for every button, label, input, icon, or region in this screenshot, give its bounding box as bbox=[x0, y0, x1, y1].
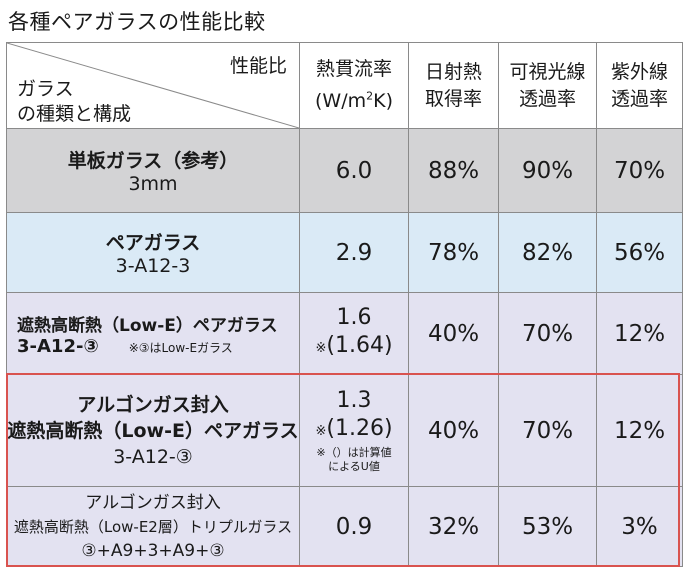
u-value-calc: (1.64) bbox=[326, 333, 393, 358]
solar-cell: 32% bbox=[408, 486, 499, 567]
glass-spec: 3-A12-③ bbox=[113, 445, 193, 468]
diagonal-line bbox=[7, 43, 299, 128]
u-value-note-line1: ※（）は計算値 bbox=[316, 446, 392, 459]
uv-cell: 12% bbox=[596, 292, 683, 375]
header-uv-line1: 紫外線 bbox=[610, 60, 668, 83]
header-solar: 日射熱 取得率 bbox=[408, 42, 499, 129]
glass-name: ペアガラス bbox=[105, 232, 201, 254]
corner-kind-label: ガラス の種類と構成 bbox=[17, 77, 131, 127]
glass-gas: アルゴンガス封入 bbox=[85, 492, 221, 513]
solar-cell: 40% bbox=[408, 374, 499, 487]
header-u-unit-sup: 2 bbox=[366, 89, 374, 103]
u-value-cell: 0.9 bbox=[299, 486, 409, 567]
table-row: 遮熱高断熱（Low-E）ペアガラス 3-A12-③ ※③はLow-Eガラス 1.6… bbox=[6, 292, 683, 375]
glass-spec: 3mm bbox=[128, 173, 178, 195]
visible-cell: 53% bbox=[498, 486, 597, 567]
glass-name: 遮熱高断熱（Low-E2層）トリプルガラス bbox=[13, 517, 293, 536]
header-solar-line2: 取得率 bbox=[424, 87, 482, 110]
u-value-cell: 2.9 bbox=[299, 212, 409, 293]
u-value-calc: (1.26) bbox=[326, 416, 393, 441]
glass-name: 遮熱高断熱（Low-E）ペアガラス bbox=[7, 419, 299, 442]
glass-name: 遮熱高断熱（Low-E）ペアガラス bbox=[17, 315, 278, 336]
header-u-unit-pre: (W/m bbox=[315, 90, 367, 113]
corner-header: 性能比 ガラス の種類と構成 bbox=[6, 42, 300, 129]
glass-note: ※③はLow-Eガラス bbox=[128, 340, 233, 355]
calc-mark: ※ bbox=[315, 424, 327, 439]
u-value: 1.3 bbox=[336, 388, 372, 413]
solar-cell: 40% bbox=[408, 292, 499, 375]
header-uv: 紫外線 透過率 bbox=[596, 42, 683, 129]
solar-cell: 88% bbox=[408, 128, 499, 213]
comparison-table: 性能比 ガラス の種類と構成 熱貫流率 (W/m2K) 日射熱 取得率 可視光線… bbox=[6, 42, 683, 567]
corner-kind-line1: ガラス bbox=[17, 78, 74, 100]
u-value-cell: 6.0 bbox=[299, 128, 409, 213]
header-row: 性能比 ガラス の種類と構成 熱貫流率 (W/m2K) 日射熱 取得率 可視光線… bbox=[6, 42, 683, 129]
corner-ratio-label: 性能比 bbox=[229, 55, 287, 77]
header-u-value: 熱貫流率 (W/m2K) bbox=[299, 42, 409, 129]
page-title: 各種ペアガラスの性能比較 bbox=[8, 10, 266, 34]
corner-kind-line2: の種類と構成 bbox=[17, 103, 132, 125]
header-visible-line1: 可視光線 bbox=[509, 60, 586, 83]
table-row: 単板ガラス（参考） 3mm 6.0 88% 90% 70% bbox=[6, 128, 683, 213]
header-u-line1: 熱貫流率 bbox=[315, 57, 392, 80]
calc-mark: ※ bbox=[315, 341, 327, 356]
uv-cell: 70% bbox=[596, 128, 683, 213]
u-value-note-line2: によるU値 bbox=[328, 460, 380, 473]
header-uv-line2: 透過率 bbox=[610, 87, 668, 110]
header-visible-line2: 透過率 bbox=[518, 87, 576, 110]
header-u-unit-post: K) bbox=[373, 90, 393, 113]
glass-name-cell: 単板ガラス（参考） 3mm bbox=[6, 128, 300, 213]
glass-gas: アルゴンガス封入 bbox=[77, 393, 229, 416]
visible-cell: 70% bbox=[498, 374, 597, 487]
header-visible: 可視光線 透過率 bbox=[498, 42, 597, 129]
visible-cell: 70% bbox=[498, 292, 597, 375]
glass-name-cell: アルゴンガス封入 遮熱高断熱（Low-E2層）トリプルガラス ③+A9+3+A9… bbox=[6, 486, 300, 567]
glass-spec-line: 3-A12-③ ※③はLow-Eガラス bbox=[17, 336, 299, 357]
uv-cell: 3% bbox=[596, 486, 683, 567]
u-value-cell: 1.3 ※(1.26) ※（）は計算値 によるU値 bbox=[299, 374, 409, 487]
uv-cell: 12% bbox=[596, 374, 683, 487]
glass-name-cell: ペアガラス 3-A12-3 bbox=[6, 212, 300, 293]
glass-name: 単板ガラス（参考） bbox=[67, 150, 239, 172]
u-value: 1.6 bbox=[336, 305, 372, 330]
u-value-calc-line: ※(1.26) bbox=[300, 415, 408, 446]
table-row: アルゴンガス封入 遮熱高断熱（Low-E2層）トリプルガラス ③+A9+3+A9… bbox=[6, 486, 683, 567]
glass-spec: 3-A12-③ bbox=[17, 335, 99, 357]
u-value-calc-line: ※(1.64) bbox=[300, 332, 408, 363]
glass-name-cell: 遮熱高断熱（Low-E）ペアガラス 3-A12-③ ※③はLow-Eガラス bbox=[6, 292, 300, 375]
u-value-cell: 1.6 ※(1.64) bbox=[299, 292, 409, 375]
solar-cell: 78% bbox=[408, 212, 499, 293]
glass-name-cell: アルゴンガス封入 遮熱高断熱（Low-E）ペアガラス 3-A12-③ bbox=[6, 374, 300, 487]
glass-spec: ③+A9+3+A9+③ bbox=[81, 540, 225, 561]
visible-cell: 90% bbox=[498, 128, 597, 213]
glass-spec: 3-A12-3 bbox=[115, 255, 191, 277]
header-u-line2: (W/m2K) bbox=[315, 90, 393, 112]
visible-cell: 82% bbox=[498, 212, 597, 293]
header-solar-line1: 日射熱 bbox=[424, 60, 482, 83]
uv-cell: 56% bbox=[596, 212, 683, 293]
table-row: アルゴンガス封入 遮熱高断熱（Low-E）ペアガラス 3-A12-③ 1.3 ※… bbox=[6, 374, 683, 487]
table-row: ペアガラス 3-A12-3 2.9 78% 82% 56% bbox=[6, 212, 683, 293]
